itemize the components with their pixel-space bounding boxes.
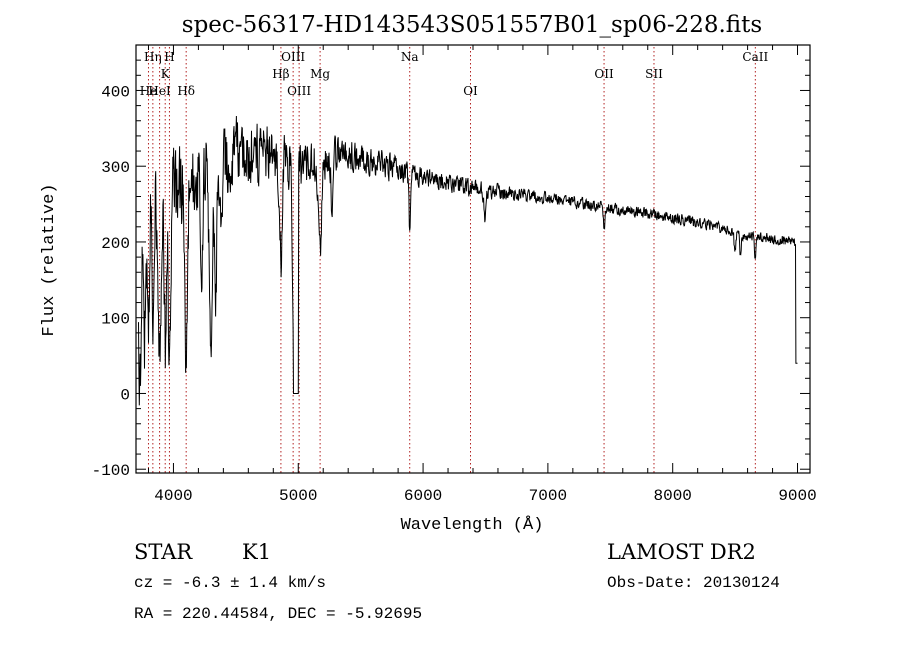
line-marker-label: Hη bbox=[144, 50, 162, 64]
y-axis-label: Flux (relative) bbox=[40, 183, 59, 336]
x-tick-label: 4000 bbox=[154, 487, 192, 505]
y-tick-label: 100 bbox=[101, 311, 130, 329]
line-marker-label: Na bbox=[401, 50, 419, 64]
object-subclass: K1 bbox=[242, 540, 272, 564]
line-marker-label: Hδ bbox=[177, 84, 195, 98]
obs-date-label: Obs-Date: 20130124 bbox=[607, 574, 780, 592]
y-tick-label: 0 bbox=[120, 386, 130, 404]
survey-name: LAMOST DR2 bbox=[607, 540, 756, 564]
x-axis-label: Wavelength (Å) bbox=[401, 516, 544, 535]
line-marker-label: SII bbox=[645, 67, 663, 81]
object-class: STAR bbox=[134, 540, 193, 564]
spectrum-line bbox=[138, 115, 798, 406]
line-marker-label: Hβ bbox=[272, 67, 289, 81]
plot-frame bbox=[135, 44, 811, 474]
line-marker-label: OII bbox=[594, 67, 614, 81]
y-tick-label: 400 bbox=[101, 83, 130, 101]
coordinates-label: RA = 220.44584, DEC = -5.92695 bbox=[134, 605, 423, 623]
line-marker-label: Mg bbox=[310, 67, 330, 81]
line-marker-label: CaII bbox=[742, 50, 768, 64]
axis-ticks: 4000 5000 6000 7000 8000 9000 -100 0 100 200 300 40… bbox=[92, 45, 817, 505]
chart-title: spec-56317-HD143543S051557B01_sp06-228.f… bbox=[182, 12, 762, 38]
line-marker-label: OI bbox=[463, 84, 478, 98]
line-marker-label: OIII bbox=[281, 50, 305, 64]
y-tick-label: 300 bbox=[101, 159, 130, 177]
line-marker-label: He bbox=[140, 84, 158, 98]
line-marker-label: K bbox=[161, 67, 171, 81]
y-tick-label: 200 bbox=[101, 235, 130, 253]
line-marker-label: OIII bbox=[287, 84, 311, 98]
line-marker-label: HeI bbox=[148, 84, 171, 98]
x-tick-label: 8000 bbox=[654, 487, 692, 505]
y-tick-label: -100 bbox=[92, 462, 130, 480]
line-marker-label: H bbox=[164, 50, 174, 64]
x-tick-label: 9000 bbox=[778, 487, 816, 505]
x-tick-label: 5000 bbox=[279, 487, 317, 505]
redshift-label: cz = -6.3 ± 1.4 km/s bbox=[134, 574, 327, 592]
x-tick-label: 6000 bbox=[404, 487, 442, 505]
x-tick-label: 7000 bbox=[529, 487, 567, 505]
